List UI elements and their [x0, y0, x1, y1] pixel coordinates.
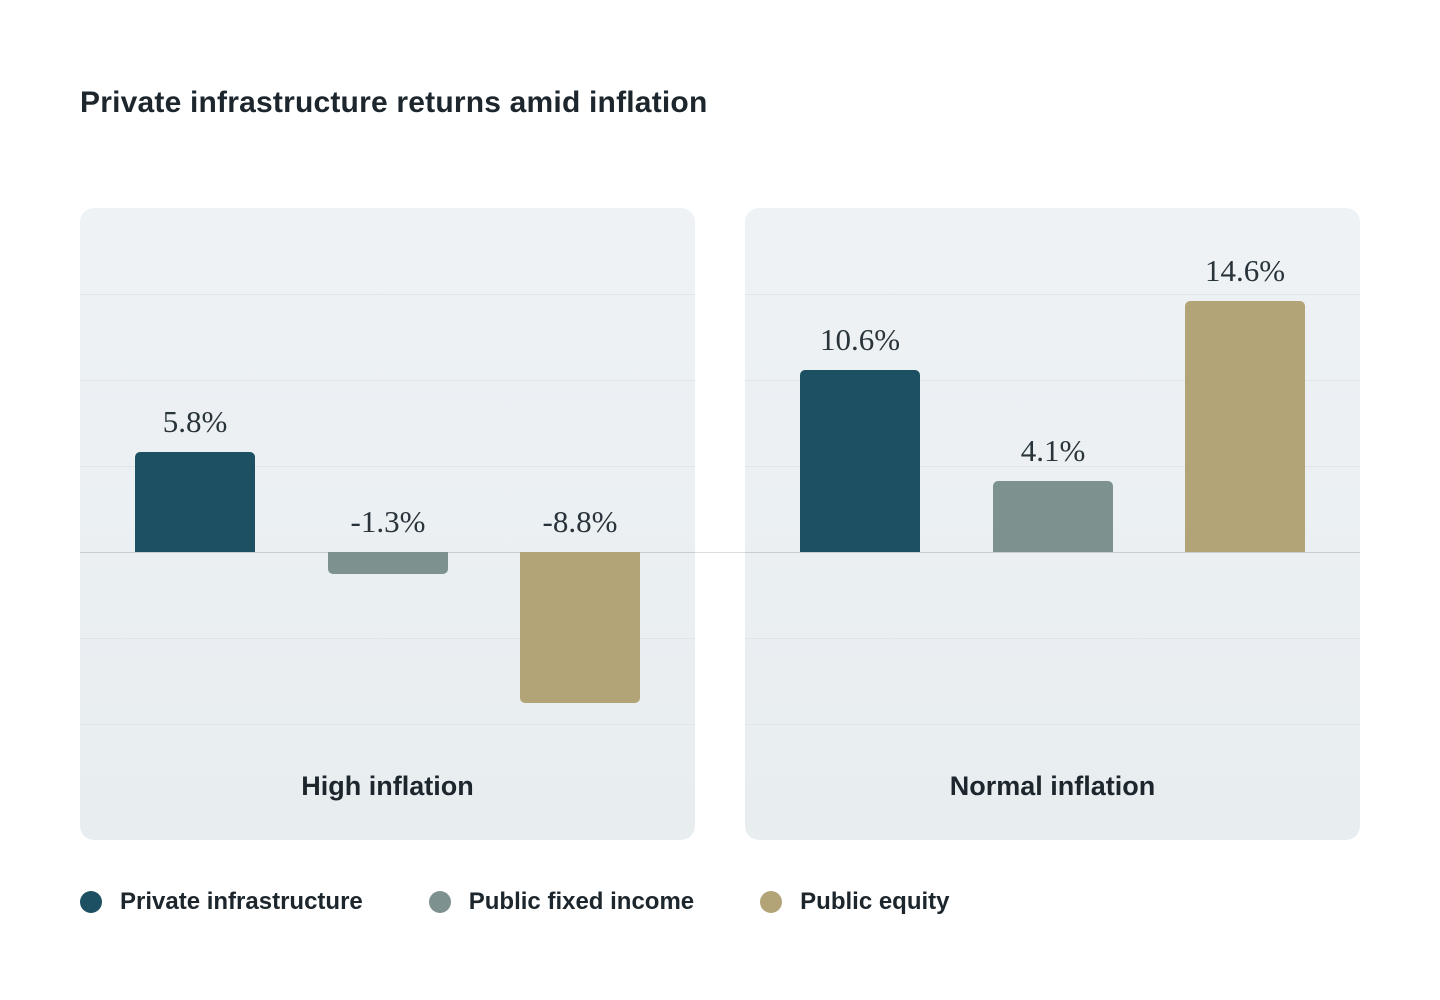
bar-public-equity — [1185, 300, 1305, 552]
legend-label-private-infrastructure: Private infrastructure — [120, 888, 363, 915]
panel-normal-inflation: Normal inflation 10.6% 4.1% 14.6% — [745, 208, 1360, 840]
gridline — [80, 638, 695, 639]
bar-private-infrastructure — [800, 369, 920, 552]
value-label-public-fixed-income: -1.3% — [350, 504, 426, 539]
gridline — [80, 466, 695, 467]
gridline — [745, 380, 1360, 381]
bar-private-infrastructure — [135, 452, 255, 552]
legend-item-public-fixed-income: Public fixed income — [428, 888, 695, 916]
legend-label-public-fixed-income: Public fixed income — [468, 888, 695, 915]
value-label-public-equity: 14.6% — [1204, 252, 1286, 288]
value-label-private-infrastructure: 5.8% — [162, 404, 228, 440]
bar-public-fixed-income — [328, 552, 448, 575]
gridline — [80, 724, 695, 725]
chart-title: Private infrastructure returns amid infl… — [80, 86, 708, 119]
value-label-public-fixed-income: 4.1% — [1020, 433, 1086, 469]
gridline — [80, 294, 695, 295]
value-label-public-equity: -8.8% — [542, 504, 618, 539]
legend-dot-public-equity — [760, 891, 783, 913]
gridline — [80, 380, 695, 381]
legend: Private infrastructure Public fixed inco… — [80, 888, 950, 916]
gridline — [745, 638, 1360, 639]
legend-dot-private-infrastructure — [80, 891, 102, 913]
gridline — [745, 294, 1360, 295]
bar-public-fixed-income — [993, 481, 1113, 552]
zero-baseline — [745, 552, 1360, 553]
legend-dot-public-fixed-income — [428, 891, 451, 913]
category-label-normal-inflation: Normal inflation — [949, 771, 1156, 801]
legend-label-public-equity: Public equity — [800, 888, 950, 915]
category-label-high-inflation: High inflation — [301, 771, 474, 801]
legend-item-private-infrastructure: Private infrastructure — [80, 888, 363, 916]
gridline — [745, 724, 1360, 725]
baseline-connector — [695, 552, 745, 553]
value-label-private-infrastructure: 10.6% — [819, 321, 901, 357]
gridline — [745, 466, 1360, 467]
bar-public-equity — [520, 552, 640, 704]
legend-item-public-equity: Public equity — [760, 888, 950, 916]
panel-high-inflation: High inflation 5.8% -1.3% -8.8% — [80, 208, 695, 840]
